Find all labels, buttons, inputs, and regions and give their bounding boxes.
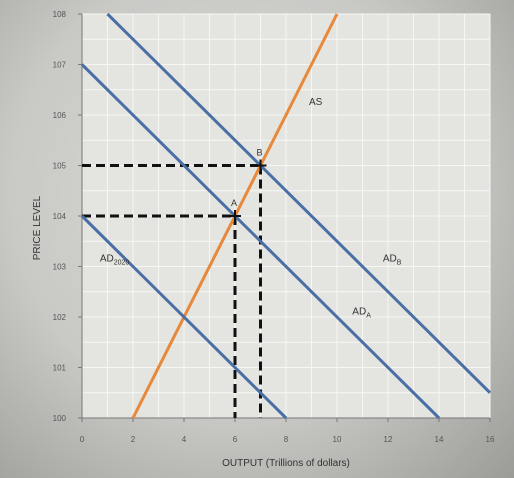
x-tick-label: 12 [384,435,393,444]
curve-ad2020 [80,214,288,420]
curve-ada [80,63,441,420]
x-tick-label: 10 [333,435,342,444]
guide-lines [82,164,262,418]
y-tick-label: 103 [53,263,67,272]
y-tick-label: 102 [53,313,67,322]
label-adb: ADB [383,253,402,266]
x-tick-label: 2 [131,435,136,444]
label-ada: ADA [352,306,371,319]
equilibrium-points: AB [229,148,267,222]
x-tick-label: 8 [284,435,289,444]
curves [80,12,492,420]
y-tick-label: 108 [53,10,67,19]
point-label-a: A [231,198,237,208]
label-ad2020: AD2020 [100,253,130,266]
y-axis-title: PRICE LEVEL [32,195,43,260]
x-tick-label: 16 [486,435,495,444]
y-tick-label: 100 [53,414,67,423]
y-tick-label: 106 [53,111,67,120]
x-tick-label: 6 [233,435,238,444]
point-label-b: B [256,148,262,158]
curve-adb [106,12,492,394]
label-as: AS [309,97,323,108]
x-tick-label: 14 [435,435,444,444]
y-tick-label: 101 [53,364,67,373]
curve-labels: AS AD2020 ADA ADB [100,97,402,320]
x-axis-title: OUTPUT (Trillions of dollars) [222,458,350,469]
y-tick-label: 107 [53,61,67,70]
x-tick-label: 0 [80,435,85,444]
y-tick-label: 105 [53,162,67,171]
y-tick-label: 104 [53,212,67,221]
x-tick-label: 4 [182,435,187,444]
